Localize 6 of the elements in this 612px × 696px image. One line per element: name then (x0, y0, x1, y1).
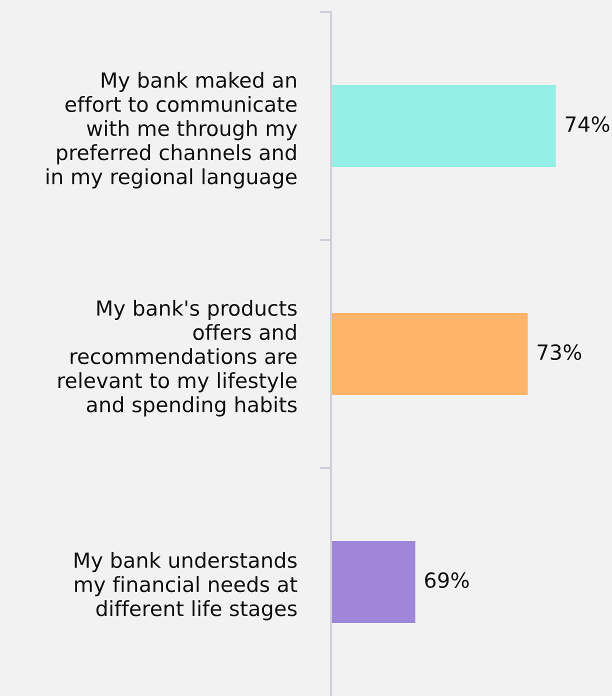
y-tick-label: My bank's products offers and recommendations are relevant to my lifestyle and spending habits (58, 300, 297, 416)
y-tick-label: My bank maked an effort to communicate with me through my preferred channels and in my regional language (46, 72, 298, 188)
y-tick-label: My bank understands my financial needs at different life stages (74, 552, 298, 620)
data-label: 69% (425, 572, 469, 588)
data-label: 73% (538, 344, 582, 360)
data-label: 74% (566, 116, 610, 132)
